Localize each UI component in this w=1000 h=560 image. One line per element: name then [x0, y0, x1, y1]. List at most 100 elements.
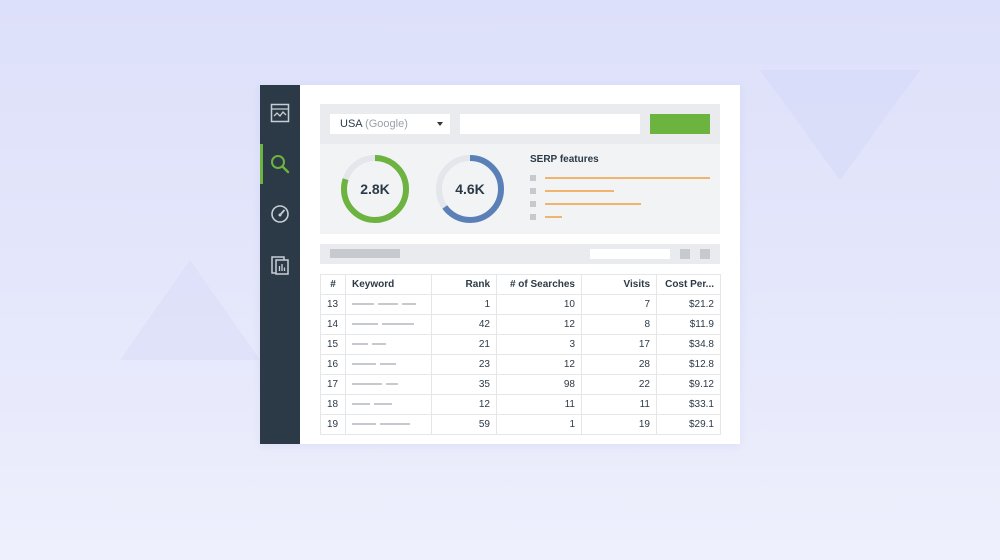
keyword-placeholder [352, 343, 368, 346]
serp-feature-checkbox[interactable] [530, 188, 536, 194]
table-row[interactable]: 18 12 11 11 $33.1 [320, 394, 721, 415]
col-visits[interactable]: Visits [581, 274, 657, 295]
cell-visits: 7 [581, 294, 657, 315]
cell-cost: $11.9 [656, 314, 721, 335]
cell-cost: $12.8 [656, 354, 721, 375]
cell-rank: 23 [431, 354, 497, 375]
keyword-placeholder [380, 363, 396, 366]
cell-index: 14 [320, 314, 346, 335]
keyword-placeholder [352, 323, 378, 326]
col-cost[interactable]: Cost Per... [656, 274, 721, 295]
search-button[interactable] [650, 114, 710, 134]
keyword-placeholder [382, 323, 414, 326]
cell-visits: 11 [581, 394, 657, 415]
table-row[interactable]: 16 23 12 28 $12.8 [320, 354, 721, 375]
ring-chart-2 [436, 155, 504, 223]
cell-keyword [345, 374, 432, 395]
cell-rank: 42 [431, 314, 497, 335]
serp-features-title: SERP features [530, 154, 599, 165]
table-filter-input[interactable] [590, 249, 670, 259]
keyword-search-input[interactable] [460, 114, 640, 134]
sidebar-item-search[interactable] [260, 144, 300, 184]
cell-rank: 21 [431, 334, 497, 355]
table-row[interactable]: 17 35 98 22 $9.12 [320, 374, 721, 395]
cell-searches: 1 [496, 414, 582, 435]
cell-cost: $29.1 [656, 414, 721, 435]
cell-searches: 10 [496, 294, 582, 315]
table-row[interactable]: 14 42 12 8 $11.9 [320, 314, 721, 335]
keyword-placeholder [352, 363, 376, 366]
cell-visits: 8 [581, 314, 657, 335]
cell-searches: 3 [496, 334, 582, 355]
table-row[interactable]: 15 21 3 17 $34.8 [320, 334, 721, 355]
cell-cost: $21.2 [656, 294, 721, 315]
main-content: USA (Google) 2.8K 4.6K SERP features [320, 104, 721, 435]
keyword-placeholder [378, 303, 398, 306]
keyword-placeholder [402, 303, 416, 306]
cell-keyword [345, 294, 432, 315]
engine-label: (Google) [365, 118, 408, 130]
cell-cost: $33.1 [656, 394, 721, 415]
keyword-placeholder [352, 383, 382, 386]
table-row[interactable]: 19 59 1 19 $29.1 [320, 414, 721, 435]
chevron-down-icon [437, 122, 443, 126]
col-searches[interactable]: # of Searches [496, 274, 582, 295]
background-shape [760, 70, 920, 180]
cell-keyword [345, 354, 432, 375]
keyword-placeholder [380, 423, 410, 426]
export-button[interactable] [680, 249, 690, 259]
cell-keyword [345, 414, 432, 435]
cell-keyword [345, 394, 432, 415]
sidebar-item-dashboard[interactable] [260, 93, 300, 133]
app-window: USA (Google) 2.8K 4.6K SERP features [260, 85, 740, 444]
ring-value-2: 4.6K [455, 181, 485, 197]
cell-rank: 35 [431, 374, 497, 395]
report-icon [271, 256, 289, 275]
chart-icon [270, 103, 290, 123]
keyword-placeholder [386, 383, 398, 386]
serp-feature-bar [545, 203, 641, 205]
gauge-icon [271, 205, 289, 223]
col-keyword[interactable]: Keyword [345, 274, 432, 295]
cell-visits: 17 [581, 334, 657, 355]
sidebar-item-performance[interactable] [260, 194, 300, 234]
cell-index: 19 [320, 414, 346, 435]
sidebar-item-reports[interactable] [260, 245, 300, 285]
search-toolbar: USA (Google) [320, 104, 720, 144]
table-row[interactable]: 13 1 10 7 $21.2 [320, 294, 721, 315]
keyword-placeholder [352, 403, 370, 406]
serp-feature-row [530, 175, 715, 181]
cell-rank: 59 [431, 414, 497, 435]
cell-index: 15 [320, 334, 346, 355]
ring-chart-1 [341, 155, 409, 223]
cell-index: 18 [320, 394, 346, 415]
cell-index: 13 [320, 294, 346, 315]
table-header-row: # Keyword Rank # of Searches Visits Cost… [320, 274, 721, 295]
settings-button[interactable] [700, 249, 710, 259]
search-icon [271, 155, 290, 174]
keyword-placeholder [372, 343, 386, 346]
cell-keyword [345, 314, 432, 335]
sidebar [260, 85, 300, 444]
serp-feature-checkbox[interactable] [530, 201, 536, 207]
col-rank[interactable]: Rank [431, 274, 497, 295]
country-label: USA [340, 118, 363, 130]
serp-feature-bar [545, 190, 614, 192]
country-select[interactable]: USA (Google) [330, 114, 450, 134]
cell-cost: $9.12 [656, 374, 721, 395]
keyword-placeholder [374, 403, 392, 406]
serp-feature-row [530, 188, 715, 194]
table-controls [320, 244, 720, 264]
cell-visits: 22 [581, 374, 657, 395]
keyword-placeholder [352, 303, 374, 306]
cell-rank: 1 [431, 294, 497, 315]
serp-feature-checkbox[interactable] [530, 214, 536, 220]
cell-cost: $34.8 [656, 334, 721, 355]
keyword-placeholder [352, 423, 376, 426]
cell-index: 17 [320, 374, 346, 395]
col-index[interactable]: # [320, 274, 346, 295]
serp-feature-checkbox[interactable] [530, 175, 536, 181]
serp-feature-row [530, 214, 715, 220]
table-title-placeholder [330, 249, 400, 258]
keywords-table: # Keyword Rank # of Searches Visits Cost… [320, 274, 721, 435]
